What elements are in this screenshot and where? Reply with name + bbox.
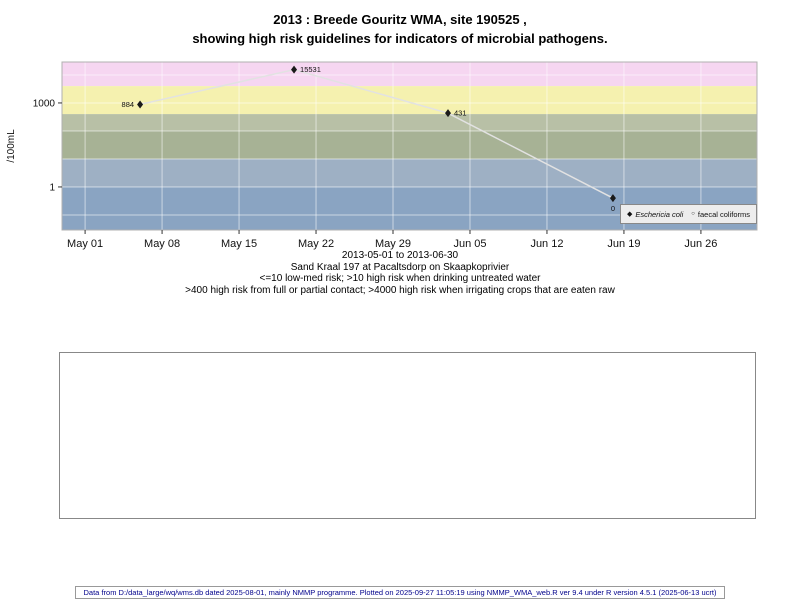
x-tick-label: Jun 05 [453,238,486,250]
diamond-marker-icon: ◆ [626,210,633,218]
legend-item-ecoli: ◆ Eschericia coli [627,210,683,219]
x-tick-label: May 08 [144,238,180,250]
risk-plot: May 01 May 08 May 15 May 22 May 29 Jun 05 Jun … [6,61,758,250]
chart-title-line2: showing high risk guidelines for indicat… [192,31,608,46]
footer: Data from D:/data_large/wq/wms.db dated … [0,582,800,600]
footer-text: Data from D:/data_large/wq/wms.db dated … [74,586,726,599]
chart-title: 2013 : Breede Gouritz WMA, site 190525 ,… [0,10,800,48]
caption-date-range: 2013-05-01 to 2013-06-30 [341,250,459,261]
caption-risk-contact: >400 high risk from full or partial cont… [185,284,615,296]
data-point [291,65,298,74]
chart-title-line1: 2013 : Breede Gouritz WMA, site 190525 , [273,12,527,27]
risk-band [62,86,757,115]
x-tick-label: May 01 [67,238,103,250]
chart-captions: 2013-05-01 to 2013-06-30 Sand Kraal 197 … [0,250,800,296]
risk-band [62,114,757,131]
point-label: 15531 [300,65,321,74]
risk-band [62,130,757,159]
legend-label-faecal-coliforms: faecal coliforms [697,209,750,219]
y-tick-label: 1000 [33,98,56,109]
series-line [139,68,614,199]
empty-panel [59,352,756,519]
y-axis-label: /100mL [6,129,17,163]
caption-site: Sand Kraal 197 at Pacaltsdorp on Skaapko… [290,261,510,273]
risk-band [62,62,757,87]
data-point [137,100,144,109]
plot-border [61,61,758,231]
legend-item-faecal-coliforms: ○ faecal coliforms [691,210,750,219]
x-tick-label: May 29 [375,238,411,250]
legend-label-ecoli: Eschericia coli [635,209,684,219]
data-point [609,194,616,203]
x-tick-label: Jun 19 [607,238,640,250]
data-point [444,109,451,118]
y-tick-label: 1 [49,182,55,193]
x-tick-label: Jun 26 [684,238,717,250]
point-label: 0 [611,204,615,213]
risk-band [62,158,757,187]
caption-risk-drinking: <=10 low-med risk; >10 high risk when dr… [259,273,541,284]
x-tick-label: May 22 [298,238,334,250]
plot-legend: ◆ Eschericia coli ○ faecal coliforms [619,204,757,224]
point-label: 884 [122,100,135,109]
x-tick-label: May 15 [221,238,257,250]
x-tick-label: Jun 12 [530,238,563,250]
circle-marker-icon: ○ [691,211,695,217]
point-label: 431 [454,109,467,118]
